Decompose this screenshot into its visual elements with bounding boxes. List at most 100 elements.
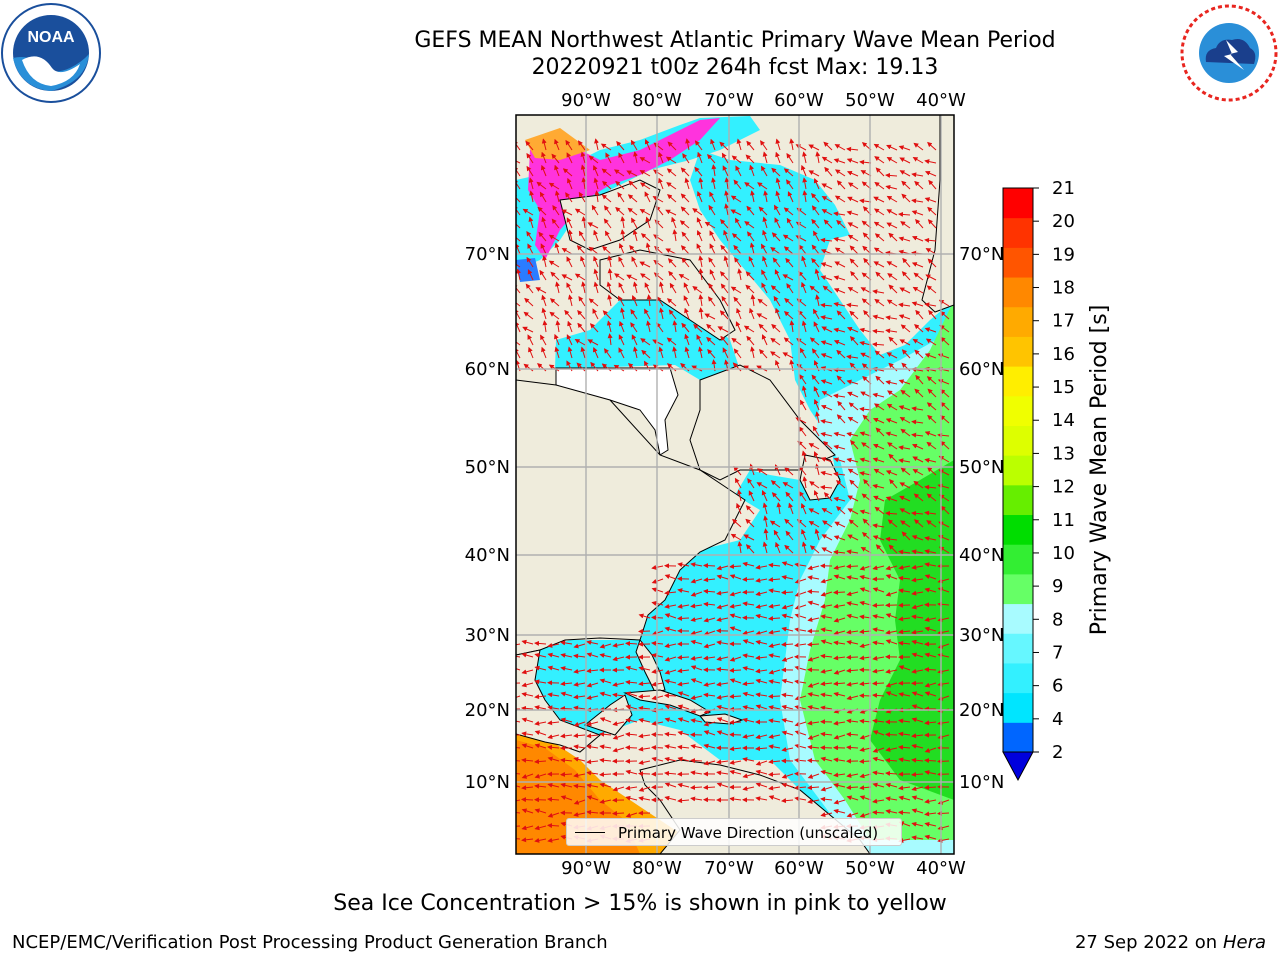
wave-direction-arrow bbox=[603, 218, 612, 229]
wave-direction-arrow bbox=[874, 506, 885, 515]
wave-direction-arrow bbox=[872, 457, 885, 463]
wave-direction-arrow bbox=[516, 140, 521, 151]
wave-direction-arrow bbox=[653, 142, 664, 151]
wave-direction-arrow bbox=[802, 151, 807, 164]
colorbar-tick-label: 6 bbox=[1052, 676, 1063, 697]
wave-direction-arrow bbox=[594, 138, 599, 151]
wave-direction-arrow bbox=[758, 323, 768, 333]
legend-label: Primary Wave Direction (unscaled) bbox=[618, 824, 879, 842]
footer-credit: NCEP/EMC/Verification Post Processing Pr… bbox=[12, 932, 608, 953]
noaa-logo: NOAA bbox=[1, 3, 101, 103]
wave-direction-arrow bbox=[848, 519, 859, 528]
wave-direction-arrow bbox=[833, 535, 846, 541]
wave-direction-arrow bbox=[708, 282, 716, 294]
wave-direction-arrow bbox=[794, 613, 807, 619]
wave-direction-arrow bbox=[690, 758, 703, 764]
wave-direction-arrow bbox=[802, 177, 808, 190]
wave-direction-arrow bbox=[937, 601, 950, 607]
wave-direction-arrow bbox=[735, 321, 742, 333]
wave-direction-arrow bbox=[809, 481, 820, 489]
wave-direction-arrow bbox=[748, 256, 755, 268]
wave-direction-arrow bbox=[551, 218, 560, 229]
wave-direction-arrow bbox=[912, 456, 924, 463]
wave-direction-arrow bbox=[874, 181, 885, 190]
wave-direction-arrow bbox=[760, 140, 768, 151]
wave-direction-arrow bbox=[527, 269, 534, 281]
wave-direction-arrow bbox=[808, 170, 820, 177]
wave-direction-arrows bbox=[516, 138, 950, 844]
wave-direction-arrow bbox=[542, 320, 548, 333]
colorbar-segment bbox=[1003, 217, 1033, 248]
wave-direction-arrow bbox=[711, 164, 717, 177]
wave-direction-arrow bbox=[729, 732, 742, 738]
wave-direction-arrow bbox=[693, 323, 703, 333]
wave-direction-arrow bbox=[680, 245, 690, 255]
wave-direction-arrow bbox=[618, 242, 625, 255]
colorbar-segment bbox=[1003, 692, 1033, 723]
wave-direction-arrow bbox=[823, 219, 833, 229]
wave-direction-arrow bbox=[729, 693, 742, 699]
wave-direction-arrow bbox=[729, 591, 742, 597]
lat-label-left-30n: 30°N bbox=[465, 625, 510, 646]
wave-direction-arrow bbox=[846, 431, 859, 437]
wave-direction-arrow bbox=[924, 784, 937, 790]
lat-label-right-30n: 30°N bbox=[959, 625, 1004, 646]
wave-direction-arrow bbox=[744, 221, 755, 229]
wave-direction-arrow bbox=[911, 564, 924, 570]
wave-direction-arrow bbox=[696, 334, 703, 346]
lat-label-right-40n: 40°N bbox=[959, 545, 1004, 566]
wave-direction-arrow bbox=[592, 308, 599, 320]
wave-direction-arrow bbox=[748, 490, 755, 502]
wave-direction-arrow bbox=[813, 451, 820, 463]
wave-direction-arrow bbox=[716, 617, 729, 622]
wave-direction-arrow bbox=[692, 208, 703, 216]
wave-direction-arrow bbox=[627, 194, 638, 203]
wave-direction-arrow bbox=[898, 236, 911, 242]
wave-direction-arrow bbox=[847, 286, 859, 294]
lat-label-left-40n: 40°N bbox=[465, 545, 510, 566]
wave-direction-arrow bbox=[849, 245, 859, 255]
wave-direction-arrow bbox=[846, 210, 859, 216]
wave-direction-arrow bbox=[807, 575, 820, 581]
wave-direction-arrow bbox=[574, 208, 586, 216]
wave-direction-arrow bbox=[684, 177, 690, 190]
wave-direction-arrow bbox=[516, 179, 521, 190]
wave-direction-arrow bbox=[567, 320, 573, 333]
wave-direction-arrow bbox=[898, 810, 911, 816]
wave-direction-arrow bbox=[911, 577, 924, 583]
wave-direction-arrow bbox=[914, 349, 924, 359]
wave-direction-arrow bbox=[833, 288, 846, 294]
wave-direction-arrow bbox=[640, 233, 651, 242]
wave-direction-arrow bbox=[770, 351, 781, 359]
wave-direction-arrow bbox=[813, 398, 820, 411]
wave-direction-arrow bbox=[627, 207, 638, 216]
wave-direction-arrow bbox=[926, 493, 937, 502]
wave-direction-arrow bbox=[601, 168, 612, 177]
wave-direction-arrow bbox=[593, 255, 599, 268]
wave-direction-arrow bbox=[846, 591, 859, 597]
wave-direction-arrow bbox=[847, 508, 859, 515]
wave-direction-arrow bbox=[911, 604, 924, 610]
wave-direction-arrow bbox=[749, 307, 755, 320]
wave-direction-arrow bbox=[926, 402, 937, 411]
wave-direction-arrow bbox=[631, 334, 638, 346]
wave-direction-arrow bbox=[801, 164, 807, 177]
lon-label-top-40w: 40°W bbox=[916, 90, 966, 111]
wave-direction-arrow bbox=[737, 268, 743, 281]
wave-direction-arrow bbox=[937, 617, 950, 622]
wave-direction-arrow bbox=[769, 520, 781, 528]
wave-direction-arrow bbox=[885, 315, 898, 321]
wave-direction-arrow bbox=[847, 391, 859, 398]
wave-direction-arrow bbox=[755, 613, 768, 619]
wave-direction-arrow bbox=[833, 158, 846, 164]
wave-direction-arrow bbox=[924, 302, 937, 308]
wave-direction-arrow bbox=[720, 283, 729, 294]
wave-direction-arrow bbox=[924, 353, 937, 359]
wave-direction-arrow bbox=[799, 491, 807, 502]
wave-direction-arrow bbox=[822, 285, 833, 294]
wave-direction-arrow bbox=[821, 508, 833, 515]
wave-direction-arrow bbox=[886, 222, 898, 229]
lat-label-right-70n: 70°N bbox=[959, 244, 1004, 265]
wave-direction-arrow bbox=[888, 284, 898, 294]
wave-direction-arrow bbox=[886, 261, 898, 268]
